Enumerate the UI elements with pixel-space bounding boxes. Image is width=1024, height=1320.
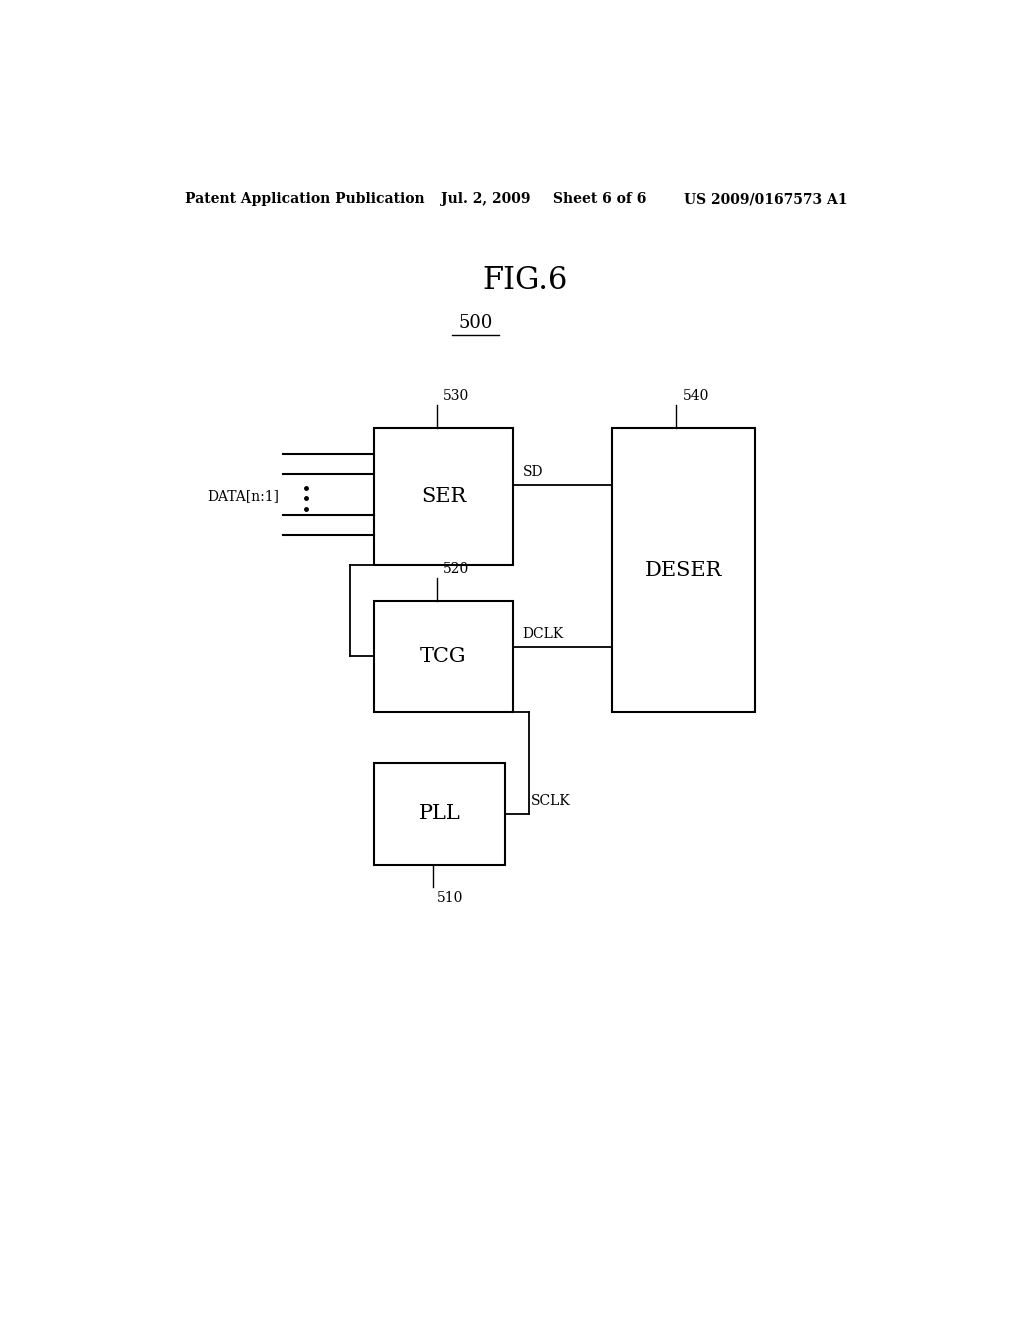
Text: FIG.6: FIG.6 [482, 265, 567, 296]
Text: US 2009/0167573 A1: US 2009/0167573 A1 [684, 191, 847, 206]
Text: DESER: DESER [645, 561, 722, 579]
Text: DATA[n:1]: DATA[n:1] [207, 490, 279, 503]
Text: 520: 520 [442, 562, 469, 576]
Text: SER: SER [421, 487, 466, 506]
Text: TCG: TCG [420, 647, 467, 665]
Text: 530: 530 [442, 389, 469, 404]
Text: 500: 500 [459, 314, 493, 333]
FancyBboxPatch shape [374, 428, 513, 565]
Text: SD: SD [522, 465, 543, 479]
Text: Jul. 2, 2009: Jul. 2, 2009 [441, 191, 531, 206]
Text: PLL: PLL [419, 804, 461, 824]
FancyBboxPatch shape [612, 428, 755, 713]
Text: Patent Application Publication: Patent Application Publication [185, 191, 425, 206]
Text: 540: 540 [683, 389, 709, 404]
Text: Sheet 6 of 6: Sheet 6 of 6 [553, 191, 646, 206]
FancyBboxPatch shape [374, 601, 513, 713]
Text: 510: 510 [437, 891, 463, 906]
Text: SCLK: SCLK [531, 793, 571, 808]
FancyBboxPatch shape [374, 763, 505, 865]
Text: DCLK: DCLK [522, 627, 563, 642]
